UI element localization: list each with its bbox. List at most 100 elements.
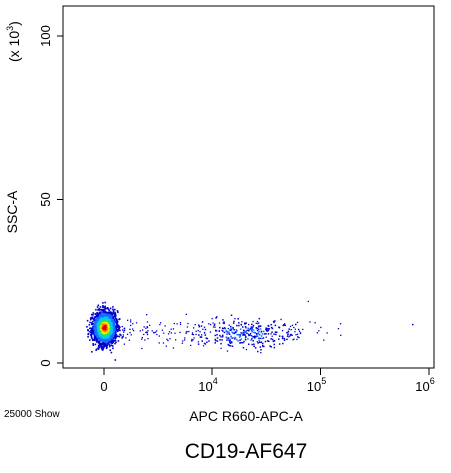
event-dot xyxy=(89,339,91,341)
event-dot xyxy=(116,310,119,312)
event-dot xyxy=(235,331,238,333)
event-dot xyxy=(112,320,114,323)
event-dot xyxy=(94,324,97,326)
event-dot xyxy=(247,329,249,331)
event-dot xyxy=(121,337,123,339)
event-dot xyxy=(105,324,107,326)
event-dot xyxy=(108,335,110,337)
event-dot xyxy=(243,340,245,343)
event-dot xyxy=(95,328,98,331)
event-dot xyxy=(100,325,102,327)
event-dot xyxy=(182,340,184,342)
event-dot xyxy=(198,324,200,326)
event-dot xyxy=(123,329,126,332)
event-dot xyxy=(192,334,195,336)
event-dot xyxy=(107,331,109,333)
event-dot xyxy=(240,338,243,340)
event-dot xyxy=(112,326,115,328)
event-dot xyxy=(265,333,267,335)
event-dot xyxy=(156,330,158,332)
event-dot xyxy=(288,328,290,330)
event-dot xyxy=(130,319,132,321)
event-dot xyxy=(241,321,243,323)
y-tick-label: 0 xyxy=(38,359,53,366)
event-dot xyxy=(265,336,267,338)
event-dot xyxy=(259,337,261,339)
event-dot xyxy=(102,315,104,318)
event-dot xyxy=(228,331,230,334)
event-dot xyxy=(106,332,108,334)
event-dot xyxy=(323,339,325,341)
event-dot xyxy=(254,337,257,339)
event-dot xyxy=(257,322,259,325)
event-dot xyxy=(99,311,101,313)
event-dot xyxy=(240,324,242,326)
event-dot xyxy=(96,314,99,316)
event-dot xyxy=(144,339,146,341)
event-dot xyxy=(214,323,216,325)
event-dot xyxy=(222,330,224,332)
event-dot xyxy=(212,322,214,324)
event-dot xyxy=(295,323,297,326)
event-dot xyxy=(146,321,149,323)
event-dot xyxy=(93,329,96,332)
event-dot xyxy=(188,330,190,333)
event-dot xyxy=(92,343,94,345)
event-dot xyxy=(139,330,141,332)
event-dot xyxy=(118,325,120,328)
event-dot xyxy=(230,341,233,343)
event-dot xyxy=(232,328,234,330)
event-dot xyxy=(103,338,106,340)
event-dot xyxy=(252,329,255,331)
event-dot xyxy=(116,319,118,321)
event-dot xyxy=(107,308,109,310)
event-dot xyxy=(224,328,227,330)
event-dot xyxy=(257,333,259,335)
event-dot xyxy=(112,337,115,339)
event-dot xyxy=(99,344,102,347)
event-dot xyxy=(100,328,102,331)
event-dot xyxy=(91,317,94,320)
event-dot xyxy=(100,335,103,337)
event-dot xyxy=(229,329,231,331)
event-dot xyxy=(266,340,269,342)
event-dot xyxy=(170,332,172,334)
event-dot xyxy=(251,335,253,337)
event-dot xyxy=(98,309,100,311)
event-dot xyxy=(106,338,108,340)
event-dot xyxy=(102,305,104,307)
event-dot xyxy=(242,331,244,334)
y-scale-exponent: 3 xyxy=(5,26,15,31)
event-dot xyxy=(112,317,114,319)
event-dot xyxy=(270,326,273,329)
event-dot xyxy=(129,332,131,334)
event-dot xyxy=(215,340,217,342)
event-dot xyxy=(243,333,245,335)
event-dot xyxy=(96,335,99,337)
event-dot xyxy=(159,323,161,326)
x-tick-exponent: 5 xyxy=(321,376,326,386)
event-dot xyxy=(226,337,228,339)
event-dot xyxy=(106,336,108,339)
event-dot xyxy=(166,338,168,340)
event-count-label: 25000 Show xyxy=(4,409,60,420)
event-dot xyxy=(101,318,103,321)
event-dot xyxy=(273,346,276,349)
event-dot xyxy=(86,319,89,322)
event-dot xyxy=(271,327,274,330)
event-dot xyxy=(95,336,97,338)
event-dot xyxy=(105,334,108,337)
event-dot xyxy=(191,332,194,334)
event-dot xyxy=(114,308,116,311)
event-dot xyxy=(106,311,109,314)
event-dot xyxy=(112,312,115,315)
event-dot xyxy=(98,312,100,315)
event-dot xyxy=(107,324,110,326)
event-dot xyxy=(109,333,112,336)
event-dot xyxy=(123,343,125,345)
event-dot xyxy=(259,333,261,336)
event-dot xyxy=(114,324,117,327)
event-dot xyxy=(95,308,97,311)
event-dot xyxy=(95,348,98,351)
event-dot xyxy=(121,336,123,338)
